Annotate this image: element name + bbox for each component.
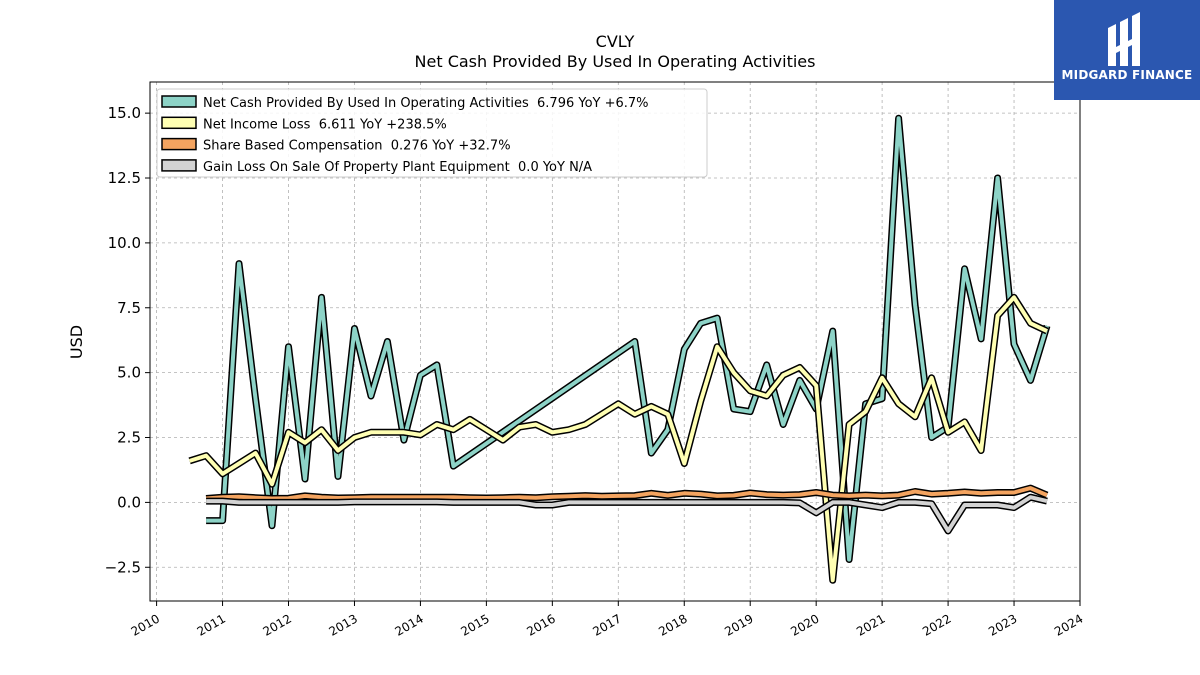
x-tick-label: 2016 [524,611,557,638]
x-tick-label: 2015 [458,611,491,638]
x-tick-label: 2011 [195,611,228,638]
series-0 [206,114,1051,563]
legend-label: Gain Loss On Sale Of Property Plant Equi… [203,160,592,175]
legend-swatch [161,137,197,151]
y-tick-label: −2.5 [105,558,141,576]
chart-subtitle: Net Cash Provided By Used In Operating A… [414,52,816,71]
y-axis-label: USD [67,325,86,359]
x-axis: 2010 2011 2012 2013 2014 2015 2016 2017 2018 2019… [129,601,1086,639]
legend-label: Share Based Compensation 0.276 YoY +32.7… [203,139,511,154]
legend-swatch [161,116,197,130]
legend: Net Cash Provided By Used In Operating A… [156,88,708,178]
legend-box [156,88,708,178]
x-tick-label: 2017 [590,611,623,638]
series-line [206,495,1048,533]
x-tick-label: 2023 [986,611,1019,638]
series-lines [188,114,1051,584]
legend-swatch [161,159,197,172]
x-tick-label: 2018 [656,611,689,638]
y-tick-label: 0.0 [117,493,141,511]
y-tick-label: 7.5 [117,299,141,317]
series-line [206,116,1049,562]
series-2 [205,484,1049,502]
midgard-logo-icon [1108,12,1140,66]
series-line [205,486,1048,501]
legend-swatch [161,95,197,108]
y-tick-label: 10.0 [108,234,141,252]
plot-frame [149,81,1081,602]
x-tick-label: 2010 [129,611,162,638]
series-3 [206,493,1048,535]
legend-label: Net Income Loss 6.611 YoY +238.5% [203,117,447,132]
x-tick-label: 2014 [392,611,425,638]
x-tick-label: 2024 [1052,611,1085,638]
brand-name: MIDGARD FINANCE [1061,68,1193,82]
legend-label: Net Cash Provided By Used In Operating A… [203,96,649,111]
x-tick-label: 2022 [920,611,953,638]
y-tick-label: 2.5 [117,429,141,447]
x-tick-label: 2020 [788,611,821,638]
series-line [188,295,1048,583]
brand-logo: MIDGARD FINANCE [1054,0,1200,100]
y-tick-label: 12.5 [108,169,141,187]
y-tick-label: 15.0 [108,104,141,122]
y-axis: −2.5 0.0 2.5 5.0 7.5 10.0 12.5 15.0 [105,104,150,576]
series-1 [188,293,1049,584]
x-tick-label: 2013 [327,611,360,638]
x-tick-label: 2021 [854,611,887,638]
x-tick-label: 2019 [722,611,755,638]
y-tick-label: 5.0 [117,364,141,382]
chart-title: CVLY [595,32,635,51]
x-tick-label: 2012 [261,611,294,638]
